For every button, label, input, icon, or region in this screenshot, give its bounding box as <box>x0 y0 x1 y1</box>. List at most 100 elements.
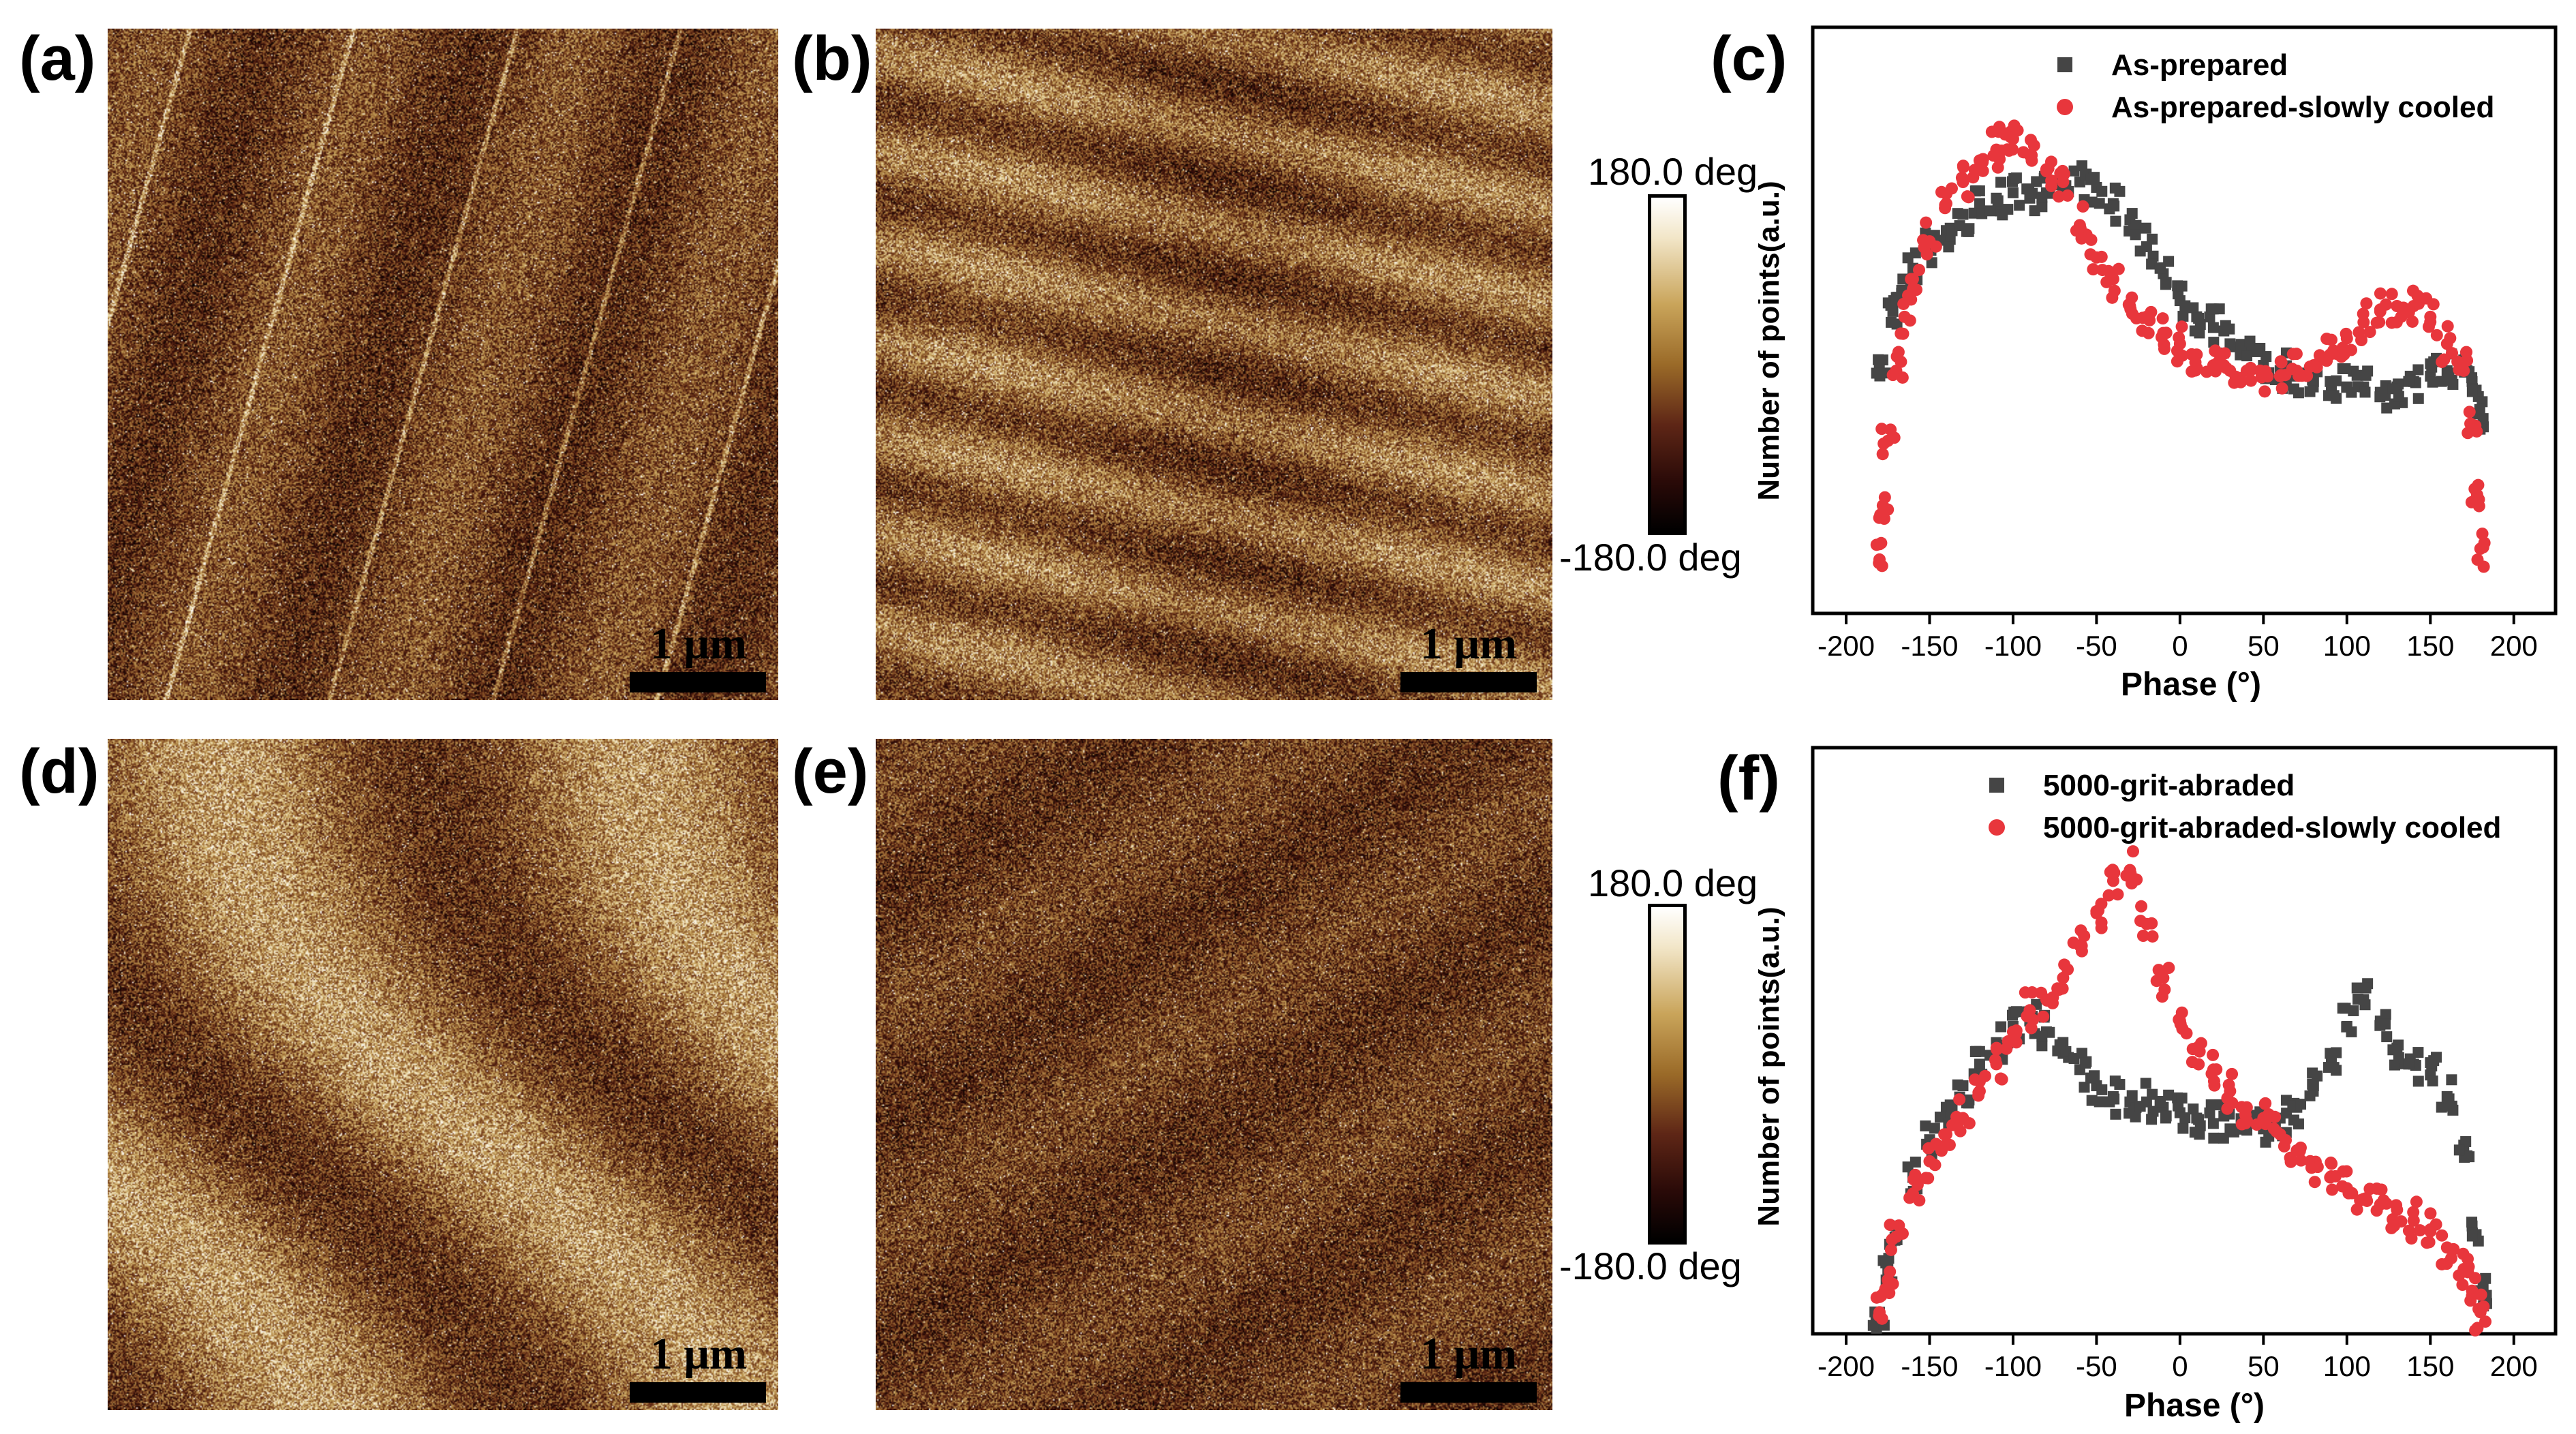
data-point <box>2189 1127 2201 1138</box>
scalebar-e <box>1400 1382 1537 1403</box>
data-point <box>2130 229 2141 241</box>
colorbar-1 <box>1648 194 1687 535</box>
data-point <box>1969 1046 1981 1057</box>
data-point <box>2385 288 2398 301</box>
data-point <box>2443 1093 2455 1105</box>
data-point <box>2363 326 2376 339</box>
data-point <box>2406 315 2419 328</box>
panel-label-e: (e) <box>792 737 869 806</box>
chart-f-xlabel: Phase (°) <box>2124 1388 2265 1424</box>
data-point <box>1912 264 1925 277</box>
data-point <box>2003 144 2016 157</box>
data-point <box>1878 491 1891 504</box>
data-point <box>2427 1076 2438 1087</box>
data-point <box>2163 1089 2175 1101</box>
data-point <box>1897 327 1910 340</box>
data-point <box>2114 185 2126 197</box>
data-point <box>1892 1219 1905 1232</box>
data-point <box>1902 1161 1914 1173</box>
data-point <box>2111 888 2124 901</box>
data-point <box>2189 364 2202 377</box>
data-point <box>2173 331 2186 344</box>
data-point <box>2021 1009 2034 1022</box>
plot-frame <box>1811 25 2558 615</box>
data-point <box>2381 1031 2393 1043</box>
colorbar-top-label-1: 180.0 deg <box>1588 150 1758 193</box>
data-point <box>2460 1135 2472 1147</box>
data-point <box>2054 1039 2066 1051</box>
scalebar-label-a: 1 μm <box>650 619 747 669</box>
data-point <box>1934 1111 1946 1123</box>
data-point <box>1902 252 1914 264</box>
scalebar-d <box>630 1382 766 1403</box>
data-point <box>2270 1125 2283 1138</box>
data-point <box>2179 1112 2191 1124</box>
data-point <box>2477 540 2489 553</box>
data-point <box>1995 177 2007 188</box>
data-point <box>2436 1257 2449 1270</box>
data-point <box>2245 374 2258 387</box>
chart-c: -200 -150 -100 -50 0 50 100 150 200As-preparedAs… <box>1758 25 2558 703</box>
data-point <box>2453 1144 2465 1156</box>
data-point <box>2160 1110 2172 1122</box>
data-point <box>2000 1042 2013 1055</box>
data-point <box>2320 354 2333 367</box>
data-point <box>2046 996 2059 1009</box>
data-point <box>2407 1206 2420 1219</box>
data-point <box>2357 307 2370 320</box>
data-point <box>2429 1218 2442 1231</box>
data-point <box>2125 877 2138 890</box>
data-point <box>2466 386 2478 397</box>
data-point <box>2380 1009 2391 1020</box>
legend-marker <box>2057 57 2072 72</box>
data-point <box>2096 1084 2108 1095</box>
data-point <box>2052 190 2065 203</box>
data-point <box>1992 195 2004 207</box>
data-point <box>1913 1194 1926 1207</box>
data-point <box>2402 306 2415 319</box>
data-point <box>1963 1117 1976 1130</box>
data-point <box>2092 904 2105 917</box>
data-point <box>2474 1288 2487 1301</box>
data-point <box>2146 1114 2158 1125</box>
data-point <box>2274 355 2287 368</box>
data-point <box>2094 198 2105 209</box>
x-tick-label: 150 <box>2406 1350 2454 1382</box>
data-point <box>1922 1172 1935 1185</box>
data-point <box>2456 1279 2469 1292</box>
data-point <box>2207 1099 2219 1111</box>
data-point <box>2354 1194 2367 1207</box>
data-point <box>2305 1161 2318 1174</box>
data-point <box>1935 1144 1948 1157</box>
panel-label-d: (d) <box>19 737 99 806</box>
data-point <box>2037 1010 2050 1023</box>
data-point <box>2036 1031 2048 1042</box>
data-point <box>2331 375 2342 386</box>
data-point <box>2100 275 2113 288</box>
data-point <box>2444 332 2457 345</box>
data-point <box>1905 273 1918 286</box>
panel-label-f: (f) <box>1717 744 1780 813</box>
legend-label: 5000-grit-abraded <box>2043 769 2295 802</box>
x-tick-label: -100 <box>1984 630 2042 662</box>
data-point <box>2239 1117 2252 1130</box>
data-point <box>2393 1052 2404 1063</box>
data-point <box>1991 161 2004 174</box>
data-point <box>2054 167 2067 180</box>
data-point <box>2235 1101 2248 1114</box>
data-point <box>2193 1114 2205 1125</box>
data-point <box>2177 1123 2189 1134</box>
data-point <box>2126 845 2139 858</box>
data-point <box>2094 1096 2105 1108</box>
chart-c-ylabel: Number of points(a.u.) <box>1758 181 1785 500</box>
data-point <box>2288 383 2299 395</box>
data-point <box>2177 311 2189 322</box>
afm-image-b: 1 μm <box>876 29 1552 700</box>
data-point <box>2464 1294 2477 1307</box>
data-point <box>2307 1067 2318 1079</box>
data-point <box>2370 1204 2383 1217</box>
data-point <box>2007 187 2019 198</box>
afm-image-a: 1 μm <box>108 29 778 700</box>
data-point <box>2173 1013 2186 1026</box>
data-point <box>2462 1266 2474 1279</box>
